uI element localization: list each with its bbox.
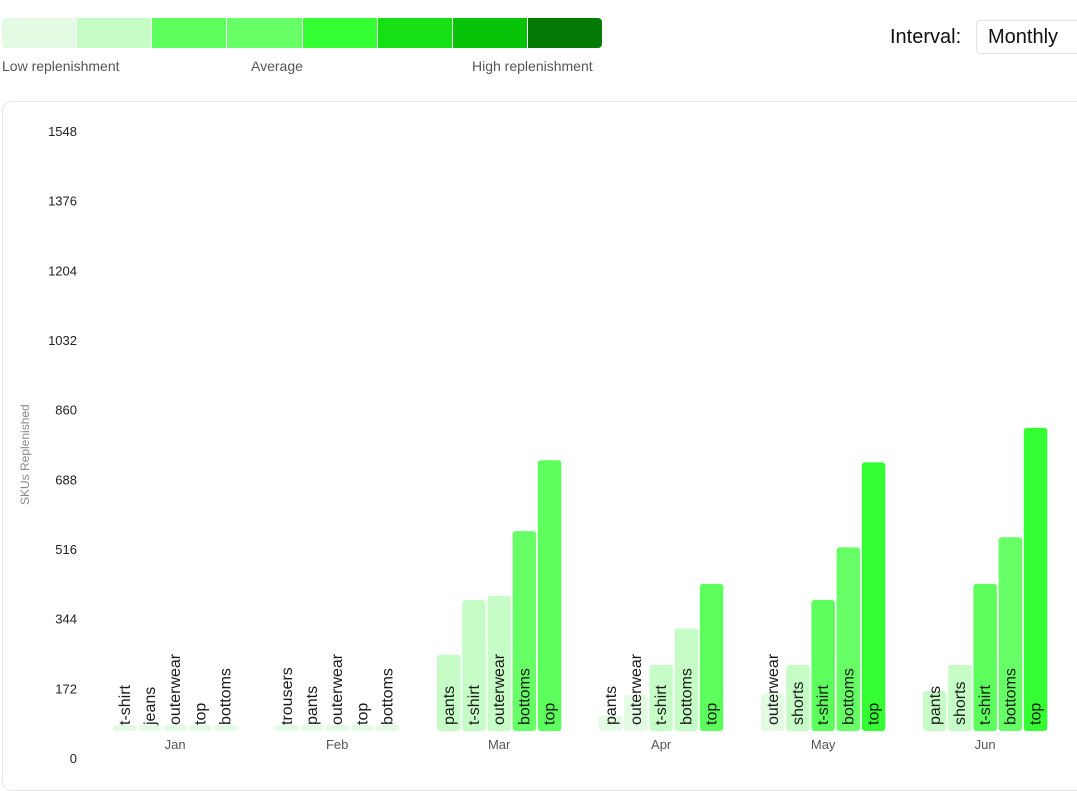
x-category-label: Feb xyxy=(326,737,348,752)
bar-label: top xyxy=(354,703,371,725)
bar-feb-top[interactable] xyxy=(350,725,375,731)
bar-mar-bottoms[interactable] xyxy=(512,531,537,731)
bar-may-outerwear[interactable] xyxy=(761,693,785,731)
legend-swatch xyxy=(227,18,303,48)
y-tick-label: 344 xyxy=(55,612,77,627)
legend-swatch xyxy=(452,18,528,48)
bar-label: bottoms xyxy=(1002,668,1019,725)
bar-label: outerwear xyxy=(329,653,346,725)
bar-label: bottoms xyxy=(380,668,397,725)
y-tick-label: 516 xyxy=(55,542,77,557)
legend-swatch xyxy=(77,18,153,48)
bar-label: outerwear xyxy=(491,653,508,725)
bar-label: bottoms xyxy=(516,668,533,725)
bar-label: top xyxy=(866,703,883,725)
bar-label: pants xyxy=(441,686,458,725)
y-tick-label: 1548 xyxy=(48,124,77,139)
bar-apr-t-shirt[interactable] xyxy=(649,664,673,731)
legend-average-label: Average xyxy=(251,58,303,74)
bar-label: outerwear xyxy=(628,653,645,725)
bar-label: pants xyxy=(927,686,944,725)
bar-jan-jeans[interactable] xyxy=(138,725,162,731)
bar-apr-top[interactable] xyxy=(699,583,724,731)
bar-label: trousers xyxy=(279,667,296,725)
bar-label: t-shirt xyxy=(117,684,134,725)
bar-label: bottoms xyxy=(840,668,857,725)
bar-mar-t-shirt[interactable] xyxy=(462,600,486,731)
bar-jun-pants[interactable] xyxy=(923,691,947,731)
bar-label: t-shirt xyxy=(815,684,832,725)
legend-swatch xyxy=(302,18,378,48)
y-tick-label: 688 xyxy=(55,472,77,487)
x-category-label: Jan xyxy=(165,737,186,752)
bar-feb-outerwear[interactable] xyxy=(325,725,349,731)
bar-may-t-shirt[interactable] xyxy=(811,600,835,731)
bar-jan-bottoms[interactable] xyxy=(213,725,238,731)
bar-jun-t-shirt[interactable] xyxy=(973,583,997,731)
bar-jun-shorts[interactable] xyxy=(948,664,972,731)
interval-label: Interval: xyxy=(890,26,962,48)
bar-jun-top[interactable] xyxy=(1023,427,1048,731)
bar-jan-t-shirt[interactable] xyxy=(113,725,137,731)
bar-label: top xyxy=(192,703,209,725)
bar-label: t-shirt xyxy=(653,684,670,725)
x-category-label: Jun xyxy=(975,737,996,752)
bar-label: shorts xyxy=(790,681,807,725)
legend-color-scale xyxy=(2,18,602,48)
bar-label: pants xyxy=(304,686,321,725)
legend-swatch xyxy=(2,18,78,48)
bar-may-bottoms[interactable] xyxy=(836,547,861,731)
x-category-label: Mar xyxy=(488,737,511,752)
bar-chart: 0 172 344 516 688 860 1032 1204 1376 1548 t-shirt j… xyxy=(48,124,1048,766)
legend-swatch xyxy=(152,18,228,48)
bar-feb-bottoms[interactable] xyxy=(375,725,400,731)
bar-mar-pants[interactable] xyxy=(437,654,461,731)
bar-label: top xyxy=(1028,703,1045,725)
bar-label: shorts xyxy=(952,681,969,725)
bar-label: pants xyxy=(603,686,620,725)
y-tick-label: 1204 xyxy=(48,263,77,278)
bar-label: outerwear xyxy=(765,653,782,725)
y-tick-label: 172 xyxy=(55,681,77,696)
bar-label: top xyxy=(704,703,721,725)
bar-apr-pants[interactable] xyxy=(599,715,623,731)
legend-high-label: High replenishment xyxy=(472,58,593,74)
bar-apr-bottoms[interactable] xyxy=(674,628,699,731)
legend-swatch xyxy=(377,18,453,48)
x-category-label: Apr xyxy=(651,737,672,752)
bar-label: bottoms xyxy=(678,668,695,725)
bar-label: outerwear xyxy=(167,653,184,725)
bar-label: t-shirt xyxy=(977,684,994,725)
bar-apr-outerwear[interactable] xyxy=(624,695,648,731)
y-tick-label: 1032 xyxy=(48,333,77,348)
bar-may-shorts[interactable] xyxy=(786,664,810,731)
bar-may-top[interactable] xyxy=(861,462,886,731)
bar-jan-outerwear[interactable] xyxy=(163,725,187,731)
bar-mar-outerwear[interactable] xyxy=(487,595,511,731)
x-category-label: May xyxy=(811,737,836,752)
bar-jun-bottoms[interactable] xyxy=(998,537,1023,731)
bar-feb-pants[interactable] xyxy=(300,725,324,731)
y-tick-label: 860 xyxy=(55,403,77,418)
bar-label: jeans xyxy=(142,687,159,726)
bar-label: top xyxy=(542,703,559,725)
legend-low-label: Low replenishment xyxy=(2,58,120,74)
interval-select[interactable]: Monthly xyxy=(976,20,1077,54)
y-tick-label: 0 xyxy=(70,751,77,766)
bar-jan-top[interactable] xyxy=(188,725,213,731)
y-tick-label: 1376 xyxy=(48,194,77,209)
bar-label: bottoms xyxy=(218,668,235,725)
bar-label: t-shirt xyxy=(466,684,483,725)
interval-select-value: Monthly xyxy=(988,26,1059,48)
bar-feb-trousers[interactable] xyxy=(275,725,299,731)
bar-mar-top[interactable] xyxy=(537,460,562,731)
legend-swatch xyxy=(527,18,602,48)
